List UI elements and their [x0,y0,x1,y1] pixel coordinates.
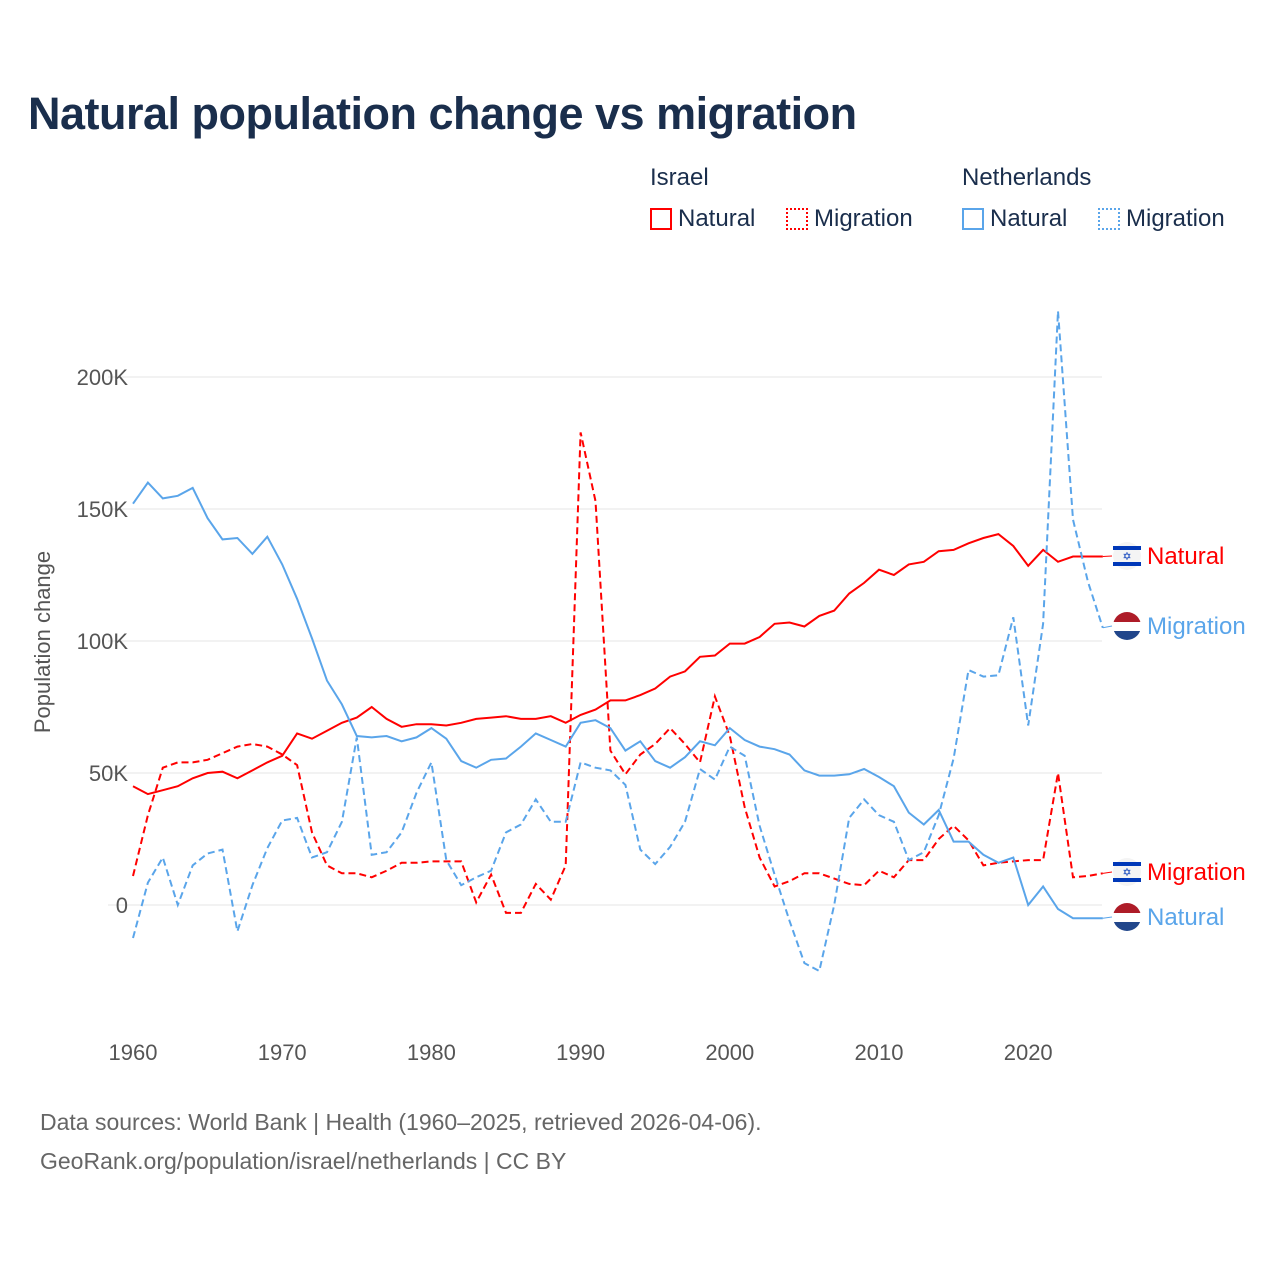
label-connector [1102,555,1113,558]
flag-white [1113,913,1141,922]
star-of-david-icon: ✡ [1122,551,1131,563]
legend-label: Migration [1126,205,1225,232]
y-tick-label: 150K [77,497,129,522]
end-label: Natural [1147,904,1224,931]
flag-red [1113,903,1141,913]
flag-blue [1113,922,1141,931]
end-label: Migration [1147,613,1246,640]
legend-swatch-solid [962,208,984,230]
y-axis-label: Population change [30,551,55,733]
y-tick-label: 50K [89,761,128,786]
y-tick-label: 200K [77,365,129,390]
end-label: Natural [1147,543,1224,570]
legend-label: Migration [814,205,913,232]
netherlands-flag-icon [1113,903,1141,931]
flag-stripe [1113,862,1141,866]
series-line-netherlands-migration [132,310,1104,973]
star-of-david-icon: ✡ [1122,867,1131,879]
legend-israel-natural[interactable]: Natural [650,205,755,233]
legend-group-israel: Israel [650,164,709,191]
footer-sources: Data sources: World Bank | Health (1960–… [40,1109,762,1135]
x-tick-label: 1980 [407,1040,456,1065]
flag-stripe [1113,546,1141,550]
israel-flag-icon: ✡ [1113,542,1141,570]
chart-title: Natural population change vs migration [28,88,857,139]
flag-red [1113,612,1141,622]
label-connector [1102,871,1113,874]
netherlands-flag-icon [1113,612,1141,640]
x-tick-label: 2010 [855,1040,904,1065]
legend-swatch-dotted [786,208,808,230]
legend-netherlands-natural[interactable]: Natural [962,205,1067,233]
legend-swatch-solid [650,208,672,230]
legend-israel-migration[interactable]: Migration [786,205,913,233]
label-connector [1102,625,1113,629]
x-tick-label: 1970 [258,1040,307,1065]
end-label: Migration [1147,859,1246,886]
legend-netherlands-migration[interactable]: Migration [1098,205,1225,233]
flag-blue [1113,631,1141,640]
y-tick-label: 100K [77,629,129,654]
flag-white [1113,622,1141,631]
footer-link[interactable]: GeoRank.org/population/israel/netherland… [40,1148,567,1174]
israel-flag-icon: ✡ [1113,858,1141,886]
series-line-netherlands-natural [132,481,1103,920]
legend-swatch-dotted [1098,208,1120,230]
legend-label: Natural [678,205,756,232]
label-connector [1102,916,1113,919]
legend-label: Natural [990,205,1068,232]
x-tick-label: 2000 [705,1040,754,1065]
x-tick-label: 2020 [1004,1040,1053,1065]
flag-stripe [1113,878,1141,882]
flag-stripe [1113,562,1141,566]
series-line-israel-natural [132,533,1103,796]
x-tick-label: 1990 [556,1040,605,1065]
legend-group-netherlands: Netherlands [962,164,1092,191]
x-tick-label: 1960 [109,1040,158,1065]
y-tick-label: 0 [116,893,128,918]
series-line-israel-migration [132,432,1103,914]
